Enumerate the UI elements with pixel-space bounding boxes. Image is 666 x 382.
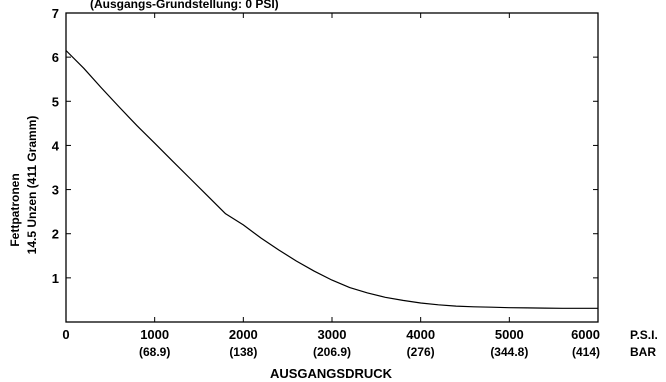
x-tick-label-bar: (138)	[229, 345, 257, 359]
plot-frame	[65, 12, 599, 323]
y-axis-label-line1: Fettpatronen	[8, 173, 22, 246]
y-axis-ticks: 1 2 3 4 5 6 7	[52, 6, 598, 286]
y-tick-label: 6	[52, 50, 59, 65]
y-axis-label-line2: 14.5 Unzen (411 Gramm)	[25, 116, 39, 255]
x-axis-ticks: 0 1000 (68.9) 2000 (138) 3000 (206.9) 4000 (276)…	[62, 13, 600, 359]
x-tick-label-psi: 4000	[406, 327, 435, 342]
x-tick-label-bar: (414)	[572, 345, 600, 359]
x-tick-label-psi: 6000	[571, 327, 600, 342]
y-tick-label: 4	[52, 138, 60, 153]
x-axis-label: AUSGANGSDRUCK	[270, 366, 393, 381]
x-tick-label-psi: 2000	[229, 327, 258, 342]
x-tick-label-psi: 3000	[318, 327, 347, 342]
data-series	[65, 50, 598, 309]
x-tick-label-bar: (276)	[407, 345, 435, 359]
chart-top-text: (Ausgangs-Grundstellung: 0 PSI)	[90, 0, 279, 11]
x-tick-label-bar: (344.8)	[490, 345, 528, 359]
x-tick-label-bar: (206.9)	[313, 345, 351, 359]
series-line	[65, 50, 598, 309]
y-tick-label: 1	[52, 271, 59, 286]
x-tick-label-psi: 5000	[495, 327, 524, 342]
x-tick-label-psi: 1000	[140, 327, 169, 342]
y-tick-label: 3	[52, 183, 59, 198]
axes	[65, 12, 599, 323]
y-tick-label: 7	[52, 6, 59, 21]
x-tick-label-psi: 0	[62, 327, 69, 342]
x-unit-bar: BAR	[630, 345, 656, 359]
y-tick-label: 5	[52, 94, 59, 109]
x-tick-label-bar: (68.9)	[139, 345, 170, 359]
x-unit-psi: P.S.I.	[630, 328, 658, 342]
y-tick-label: 2	[52, 227, 59, 242]
